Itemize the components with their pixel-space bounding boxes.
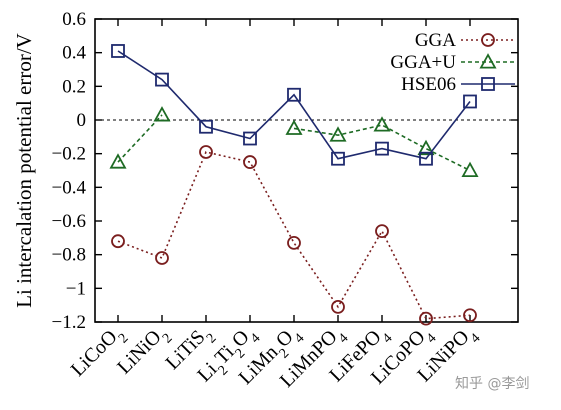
data-point (199, 145, 213, 159)
plot-border (94, 18, 519, 323)
data-point (461, 161, 479, 178)
series-gga-u (109, 106, 479, 178)
plot-frame (94, 18, 519, 323)
data-point (331, 151, 345, 166)
series-layer (109, 44, 479, 326)
data-point (155, 72, 169, 87)
data-point (463, 308, 477, 323)
data-point (155, 251, 169, 265)
data-point (285, 119, 303, 135)
data-point (287, 235, 301, 250)
data-point (419, 151, 433, 166)
y-tick-label: −0.6 (52, 211, 86, 232)
y-tick-label: 0.4 (62, 43, 86, 64)
y-axis-title-group: Li intercalation potential error/V (12, 33, 36, 308)
y-tick-label: 0.2 (62, 76, 86, 97)
series-line (117, 114, 163, 163)
watermark-group: 知乎 @李剑 (455, 375, 529, 392)
legend-marker (479, 53, 497, 69)
data-point (243, 155, 257, 169)
data-point (109, 153, 127, 169)
series-hse06 (111, 44, 477, 166)
y-tick-labels: 0.6 0.4 0.2 0 −0.2 −0.4 −0.6 −0.8 −1 −1.2 (52, 9, 87, 333)
category-labels: LiCoO2LiNiO2LiTiS2Li2Ti2O4LiMn2O4LiMnPO4… (67, 321, 483, 392)
y-tick-label: −1.2 (52, 312, 86, 333)
data-point (243, 131, 257, 146)
data-point (463, 94, 477, 109)
legend-marker (481, 77, 495, 91)
series-line (117, 50, 471, 160)
series-line (293, 124, 471, 172)
series-line (117, 151, 471, 320)
legend-label: GGA+U (390, 52, 456, 73)
data-point (199, 119, 213, 134)
y-tick-label: 0.6 (62, 9, 86, 30)
data-point (331, 299, 345, 314)
data-point (153, 106, 171, 122)
data-point (375, 141, 389, 156)
y-tick-label: −0.8 (52, 245, 86, 266)
series-gga (111, 145, 477, 326)
y-tick-label: −0.4 (52, 177, 87, 198)
data-point (419, 311, 433, 326)
legend-label: GGA (415, 30, 456, 51)
y-tick-label: 0 (77, 110, 87, 131)
legend-marker (481, 33, 495, 47)
legend-label: HSE06 (401, 74, 456, 95)
data-point (329, 126, 347, 142)
y-tick-label: −0.2 (52, 144, 86, 165)
y-axis-title: Li intercalation potential error/V (12, 33, 36, 308)
data-point (111, 44, 125, 58)
data-point (375, 224, 389, 239)
y-tick-label: −1 (66, 278, 86, 299)
data-point (417, 139, 435, 156)
data-point (287, 87, 301, 102)
category-label: LiNiO2 (113, 321, 175, 383)
data-point (111, 234, 125, 249)
data-point (373, 116, 391, 132)
watermark-text: 知乎 @李剑 (455, 375, 529, 392)
